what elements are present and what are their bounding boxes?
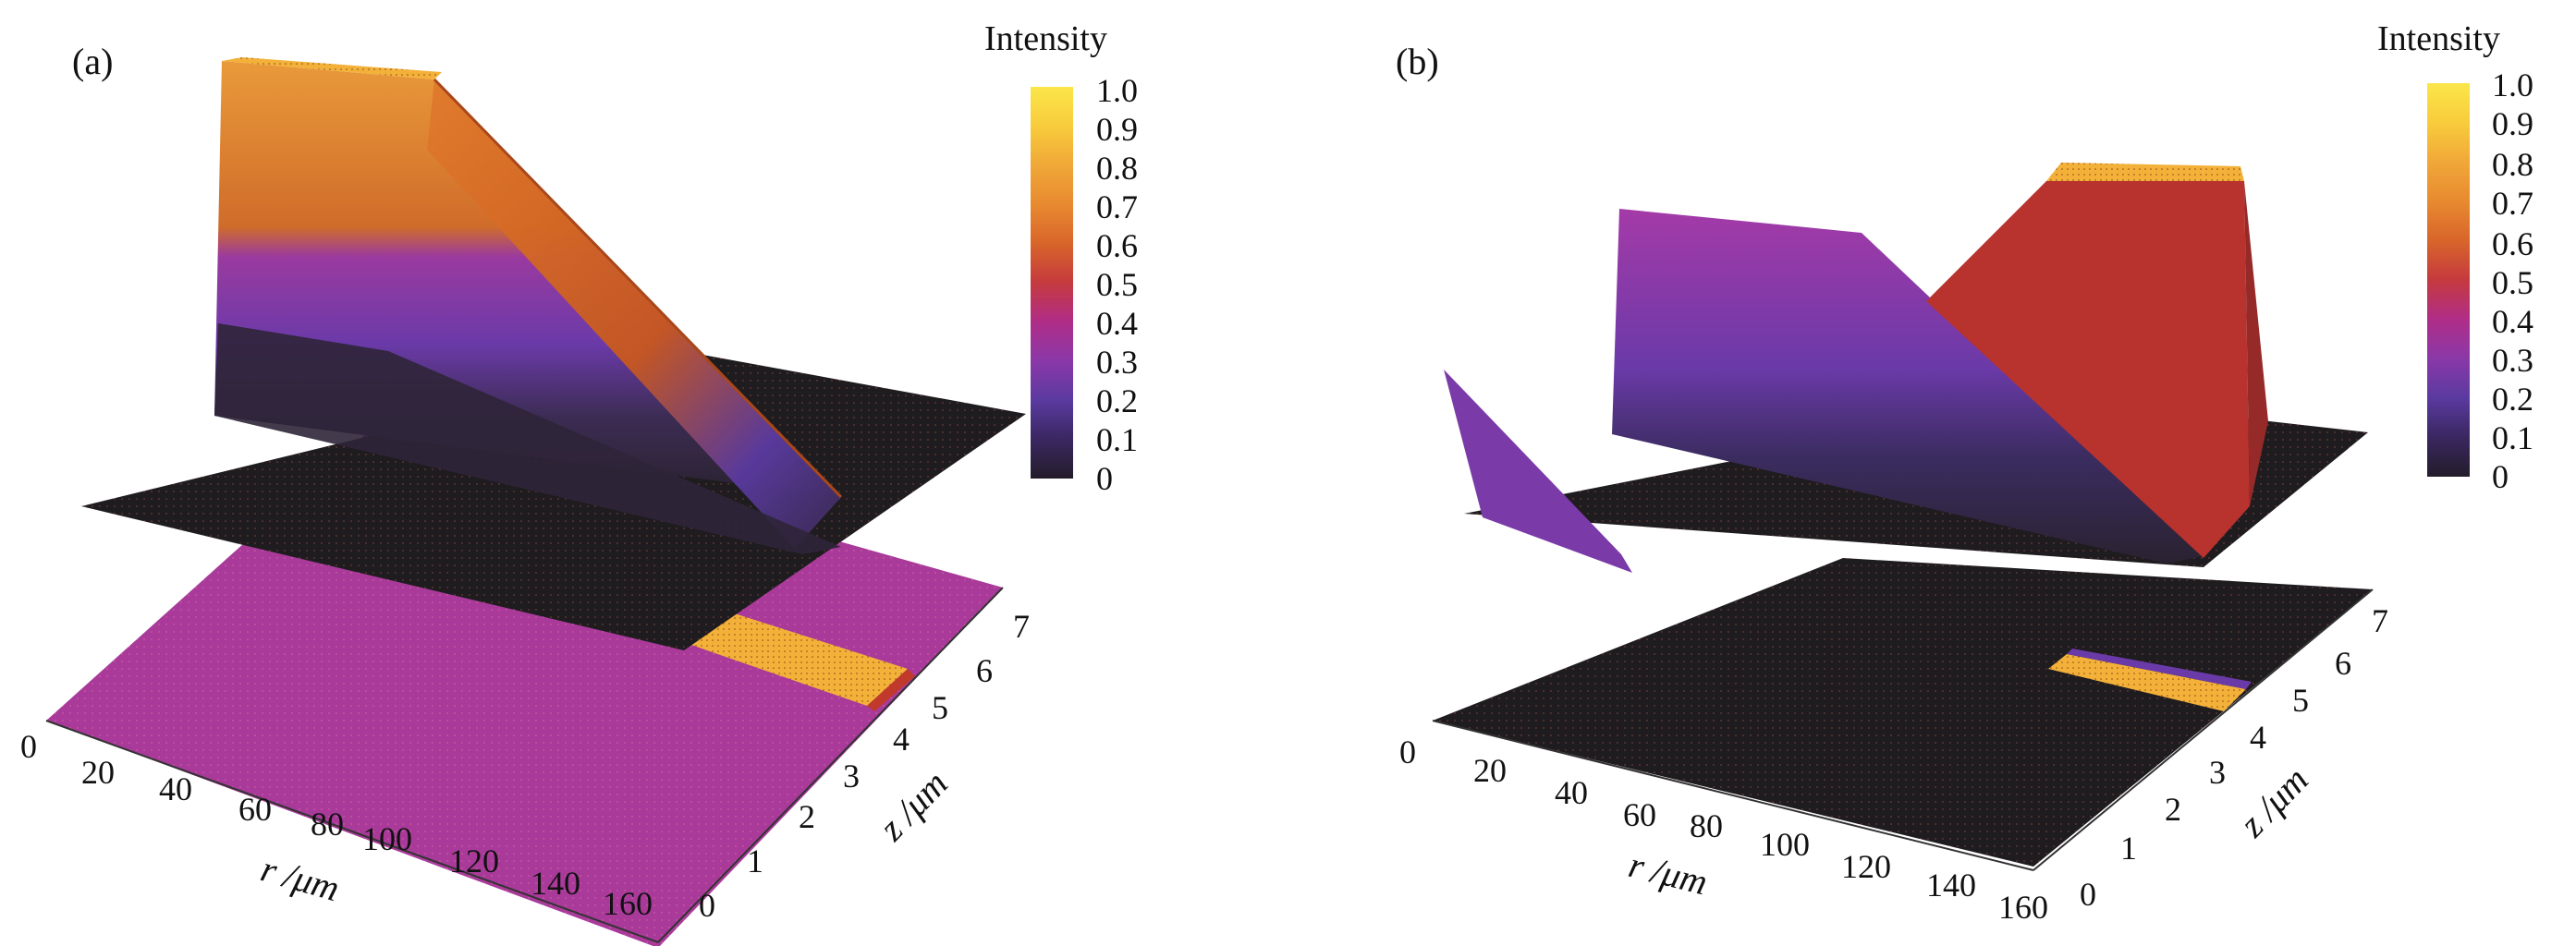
y-tick-label: 6: [976, 652, 993, 689]
colorbar-tick-label: 0.1: [2492, 419, 2533, 456]
surface-peak-top-b: [2046, 163, 2244, 181]
x-tick-label: 60: [1623, 796, 1656, 833]
colorbar-ticks-a: 1.0 0.9 0.8 0.7 0.6 0.5 0.4 0.3 0.2 0.1 …: [1096, 72, 1138, 497]
colorbar-title-a: Intensity: [984, 19, 1107, 58]
colorbar-tick-label: 0.9: [1096, 111, 1138, 148]
y-tick-label: 0: [2080, 876, 2096, 913]
surface-lowband-a: [214, 323, 841, 554]
y-axis-title-a: z /μm: [870, 762, 956, 849]
x-tick-label: 140: [1926, 867, 1976, 904]
colorbar-tick-label: 0.6: [2492, 225, 2533, 262]
x-tick-labels-b: 0 20 40 60 80 100 120 140 160: [1399, 734, 2048, 926]
y-axis-title-b: z /μm: [2230, 758, 2316, 845]
y-tick-label: 1: [2120, 830, 2137, 867]
x-tick-label: 140: [531, 865, 580, 902]
x-tick-labels-a: 0 20 40 60 80 100 120 140 160: [20, 728, 653, 922]
colorbar-tick-label: 0.2: [2492, 381, 2533, 418]
x-tick-label: 100: [1760, 826, 1810, 863]
base-plane-a: [81, 355, 1026, 650]
projection-hot-band-b: [2048, 654, 2246, 711]
x-tick-label: 120: [449, 843, 499, 879]
surface-ridge-a: [433, 78, 843, 499]
x-tick-label: 20: [1473, 752, 1507, 789]
colorbar-tick-label: 0.3: [2492, 342, 2533, 379]
x-tick-label: 160: [603, 885, 653, 922]
x-axis-title-b: r /μm: [1625, 843, 1712, 903]
colorbar-tick-label: 0.4: [1096, 305, 1138, 342]
colorbar-tick-label: 0.7: [1096, 188, 1138, 225]
y-tick-label: 5: [932, 689, 948, 726]
colorbar-tick-label: 0.9: [2492, 105, 2533, 142]
x-tick-label: 0: [1399, 734, 1416, 770]
x-tick-label: 60: [238, 791, 272, 828]
y-tick-labels-b: 0 1 2 3 4 5 6 7: [2080, 602, 2388, 913]
x-tick-label: 0: [20, 728, 37, 765]
x-tick-label: 100: [362, 820, 412, 857]
panel-a: 0 20 40 60 80 100 120 140 160 r /μm 0 1 …: [20, 19, 1138, 946]
x-axis-title-a: r /μm: [257, 847, 345, 909]
colorbar-tick-label: 1.0: [2492, 67, 2533, 103]
surface-wall-b: [1612, 209, 2204, 564]
y-tick-label: 3: [843, 758, 860, 794]
x-tick-label: 40: [1555, 774, 1588, 811]
y-tick-label: 3: [2209, 754, 2226, 791]
colorbar-tick-label: 0: [1096, 460, 1113, 497]
colorbar-tick-label: 0.1: [1096, 421, 1138, 458]
projection-band-purple-b: [2067, 649, 2252, 689]
colorbar-tick-label: 1.0: [1096, 72, 1138, 109]
colorbar-tick-label: 0.6: [1096, 227, 1138, 264]
x-axis-line-b: [1432, 720, 2034, 871]
colorbar-tick-label: 0.8: [2492, 146, 2533, 183]
colorbar-tick-label: 0.7: [2492, 185, 2533, 222]
panel-label-a: (a): [72, 41, 113, 82]
colorbar-tick-label: 0.5: [2492, 264, 2533, 301]
y-tick-label: 5: [2292, 682, 2309, 719]
y-axis-line-b: [2033, 588, 2374, 871]
y-tick-label: 7: [2372, 602, 2388, 639]
surface-peak-b: [1926, 181, 2250, 558]
colorbar-ticks-b: 1.0 0.9 0.8 0.7 0.6 0.5 0.4 0.3 0.2 0.1 …: [2492, 67, 2533, 495]
surface-plot-a: 0 20 40 60 80 100 120 140 160 r /μm 0 1 …: [20, 19, 1138, 946]
colorbar-tick-label: 0.8: [1096, 150, 1138, 187]
x-axis-line-a: [45, 720, 659, 943]
y-axis-line-a: [657, 587, 1004, 943]
y-tick-label: 6: [2335, 645, 2351, 682]
panel-b: 0 20 40 60 80 100 120 140 160 r /μm 0 1 …: [1288, 0, 2576, 946]
colorbar-a: [1031, 87, 1073, 479]
y-tick-label: 0: [699, 887, 715, 924]
x-tick-label: 120: [1841, 848, 1891, 885]
x-tick-label: 160: [1998, 889, 2048, 926]
colorbar-title-b: Intensity: [2377, 19, 2500, 58]
y-tick-label: 1: [747, 843, 763, 879]
projection-band-edge-a: [867, 669, 915, 711]
surface-slope-a: [427, 79, 841, 549]
y-tick-label: 2: [799, 798, 815, 835]
colorbar-tick-label: 0.3: [1096, 344, 1138, 381]
y-tick-label: 2: [2165, 791, 2181, 828]
surface-top-a: [222, 57, 442, 79]
projection-floor-b: [1433, 558, 2373, 867]
colorbar-b: [2427, 83, 2470, 477]
panel-label-b: (b): [1396, 41, 1439, 82]
colorbar-tick-label: 0: [2492, 458, 2509, 495]
surface-plot-b: 0 20 40 60 80 100 120 140 160 r /μm 0 1 …: [1396, 19, 2533, 926]
y-tick-labels-a: 0 1 2 3 4 5 6 7: [699, 608, 1030, 924]
y-tick-label: 4: [893, 721, 910, 758]
surface-left-spike-b: [1444, 370, 1632, 573]
surface-peak-side-b: [2244, 181, 2268, 506]
y-tick-label: 4: [2250, 719, 2266, 756]
colorbar-tick-label: 0.4: [2492, 303, 2533, 340]
x-tick-label: 20: [81, 754, 115, 791]
y-tick-label: 7: [1013, 608, 1030, 645]
x-tick-label: 40: [159, 770, 192, 807]
colorbar-tick-label: 0.5: [1096, 266, 1138, 303]
x-tick-label: 80: [1690, 807, 1723, 844]
colorbar-tick-label: 0.2: [1096, 382, 1138, 419]
projection-hot-band-a: [686, 610, 908, 706]
x-tick-label: 80: [311, 806, 344, 843]
